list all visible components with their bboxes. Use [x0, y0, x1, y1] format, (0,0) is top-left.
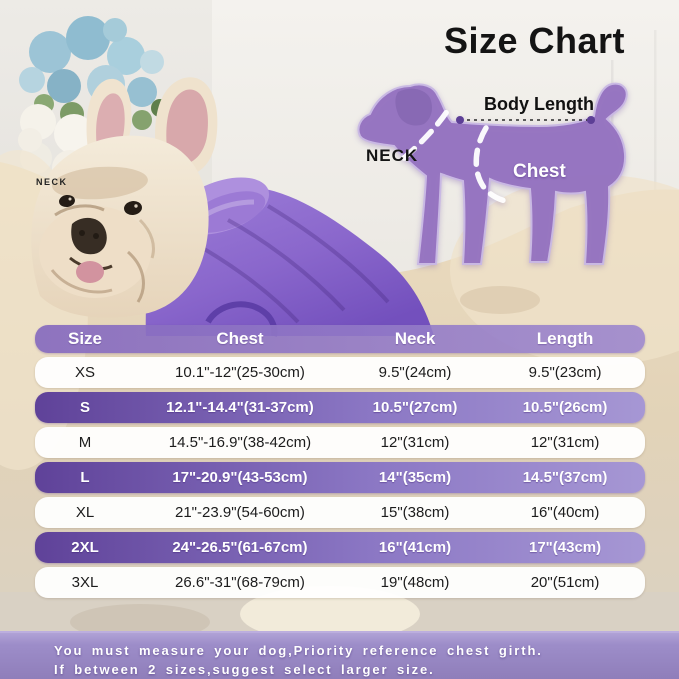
- cell-chest: 12.1"-14.4"(31-37cm): [166, 399, 314, 416]
- cell-chest: 24"-26.5"(61-67cm): [172, 539, 308, 556]
- table-row-s: S 12.1"-14.4"(31-37cm) 10.5"(27cm) 10.5"…: [35, 392, 645, 423]
- wall-panel-line: [654, 30, 657, 260]
- table-header-row: Size Chest Neck Length: [35, 325, 645, 353]
- table-row-2xl: 2XL 24"-26.5"(61-67cm) 16"(41cm) 17"(43c…: [35, 532, 645, 563]
- cell-neck: 16"(41cm): [378, 539, 452, 556]
- cell-chest: 10.1"-12"(25-30cm): [175, 364, 305, 381]
- white-blanket: [240, 586, 420, 642]
- cell-length: 14.5"(37cm): [522, 469, 608, 486]
- cell-size: S: [80, 399, 91, 416]
- cell-size: 3XL: [71, 574, 99, 591]
- neck-dash-line: [401, 107, 451, 161]
- cell-size: XL: [75, 504, 95, 521]
- cell-length: 17"(43cm): [528, 539, 602, 556]
- cell-chest: 26.6"-31"(68-79cm): [175, 574, 305, 591]
- column-header-length: Length: [536, 329, 594, 348]
- diagram-dog-silhouette: [357, 82, 628, 265]
- table-row-m: M 14.5"-16.9"(38-42cm) 12"(31cm) 12"(31c…: [35, 427, 645, 458]
- page-title: Size Chart: [444, 20, 626, 61]
- table-row-l: L 17"-20.9"(43-53cm) 14"(35cm) 14.5"(37c…: [35, 462, 645, 493]
- measurement-note-banner: You must measure your dog,Priority refer…: [0, 631, 679, 679]
- neck-label: NECK: [366, 146, 419, 165]
- couch-cushion: [450, 175, 679, 365]
- photo-neck-tag: NECK: [36, 177, 68, 187]
- column-header-size: Size: [68, 329, 103, 348]
- couch-tuft-shadow: [460, 286, 540, 314]
- note-line-1: You must measure your dog,Priority refer…: [54, 643, 543, 658]
- cell-neck: 9.5"(24cm): [378, 364, 452, 381]
- cell-chest: 14.5"-16.9"(38-42cm): [168, 434, 312, 451]
- cell-size: L: [80, 469, 90, 486]
- cell-length: 9.5"(23cm): [528, 364, 602, 381]
- cell-length: 16"(40cm): [530, 504, 600, 521]
- cell-length: 10.5"(26cm): [522, 399, 608, 416]
- note-line-2: If between 2 sizes,suggest select larger…: [54, 662, 435, 677]
- cell-size: 2XL: [71, 539, 99, 556]
- chest-label: Chest: [513, 161, 566, 182]
- dog-measurement-diagram: [357, 82, 628, 265]
- column-header-chest: Chest: [216, 329, 264, 348]
- flower-bouquet: [18, 16, 169, 207]
- cell-neck: 12"(31cm): [380, 434, 450, 451]
- body-length-label: Body Length: [484, 94, 594, 114]
- table-row-3xl: 3XL 26.6"-31"(68-79cm) 19"(48cm) 20"(51c…: [35, 567, 645, 598]
- cell-size: XS: [75, 364, 96, 381]
- cell-size: M: [78, 434, 92, 451]
- cell-chest: 17"-20.9"(43-53cm): [172, 469, 308, 486]
- cell-neck: 15"(38cm): [380, 504, 450, 521]
- size-chart-table: Size Chest Neck Length XS 10.1"-12"(25-3…: [35, 325, 645, 602]
- table-row-xs: XS 10.1"-12"(25-30cm) 9.5"(24cm) 9.5"(23…: [35, 357, 645, 388]
- cell-neck: 10.5"(27cm): [372, 399, 458, 416]
- cell-neck: 14"(35cm): [378, 469, 452, 486]
- dog-photo: [0, 77, 679, 642]
- cell-length: 12"(31cm): [530, 434, 600, 451]
- chest-dash-line: [473, 125, 514, 205]
- table-row-xl: XL 21"-23.9"(54-60cm) 15"(38cm) 16"(40cm…: [35, 497, 645, 528]
- cell-length: 20"(51cm): [530, 574, 600, 591]
- column-header-neck: Neck: [394, 329, 436, 348]
- cell-chest: 21"-23.9"(54-60cm): [175, 504, 305, 521]
- body-length-endpoint: [456, 116, 464, 124]
- diagram-dog-ear: [395, 88, 432, 126]
- body-length-endpoint: [587, 116, 595, 124]
- cell-neck: 19"(48cm): [380, 574, 450, 591]
